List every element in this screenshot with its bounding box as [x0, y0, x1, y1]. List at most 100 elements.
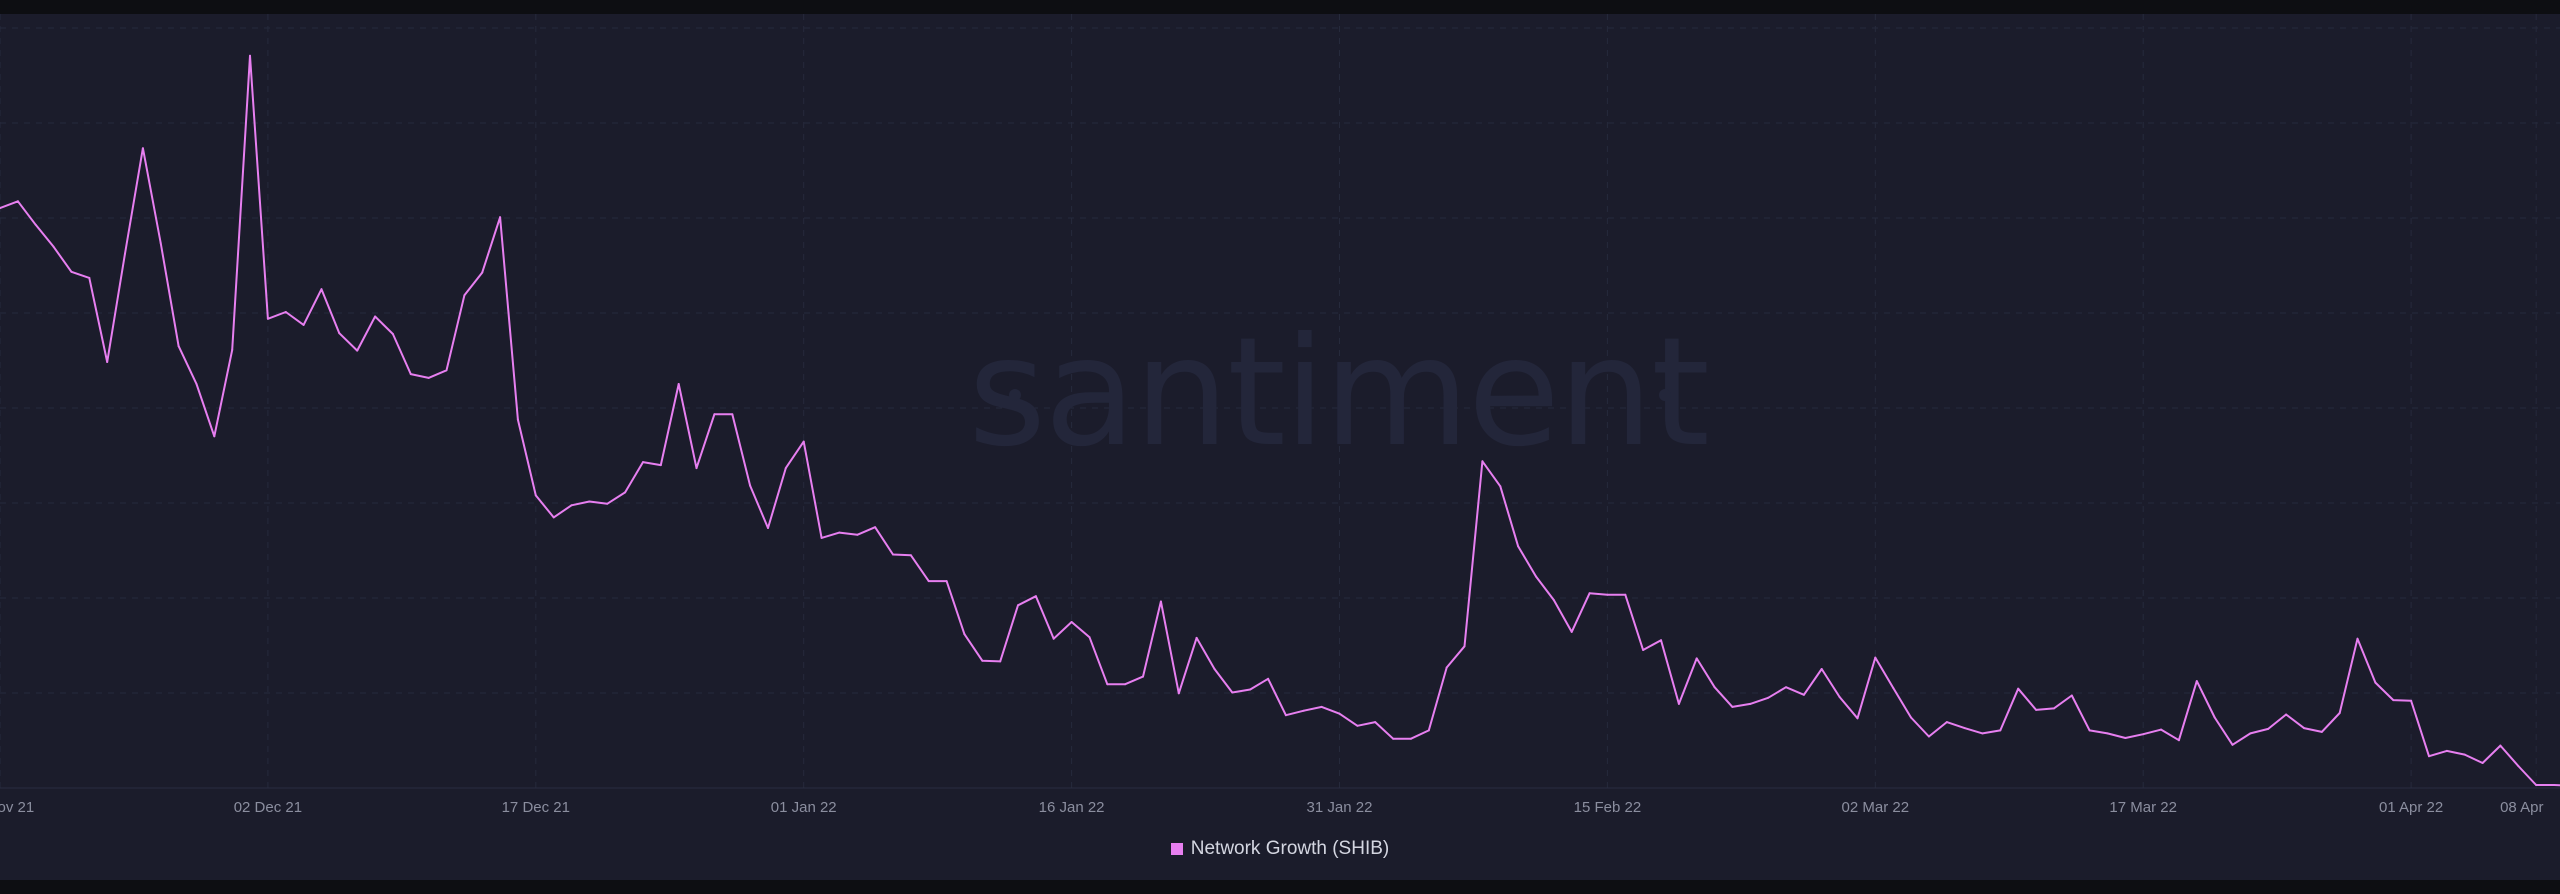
data-point — [1731, 705, 1734, 708]
data-point — [1231, 691, 1234, 694]
data-point — [70, 270, 73, 273]
watermark-dot-right — [1659, 389, 1671, 401]
data-point — [1374, 721, 1377, 724]
data-point — [1142, 675, 1144, 678]
data-point — [481, 271, 484, 274]
data-point — [1481, 460, 1484, 463]
data-point — [159, 242, 162, 244]
data-point — [945, 580, 948, 583]
data-point — [1427, 729, 1430, 732]
santiment-watermark: santiment — [968, 306, 1708, 480]
data-point — [2160, 728, 2163, 731]
data-point — [1874, 656, 1877, 659]
series-points — [0, 54, 2555, 786]
x-tick-label: 17 Nov 21 — [0, 799, 34, 816]
data-point — [642, 461, 644, 464]
data-point — [106, 361, 109, 363]
data-point — [677, 383, 680, 385]
data-point — [1927, 735, 1930, 738]
data-point — [2445, 749, 2448, 752]
data-point — [374, 315, 377, 318]
data-point — [391, 333, 394, 335]
data-point — [820, 536, 823, 539]
data-point — [2499, 744, 2502, 747]
data-point — [2088, 729, 2091, 732]
data-point — [695, 467, 698, 470]
data-point — [2195, 680, 2198, 683]
data-point — [767, 527, 769, 529]
data-point — [784, 467, 787, 470]
data-point — [2320, 730, 2323, 733]
x-tick-label: 01 Jan 22 — [771, 799, 837, 816]
data-point — [874, 526, 877, 529]
data-point — [1535, 575, 1537, 578]
data-point — [249, 54, 251, 57]
data-point — [606, 502, 609, 505]
watermark-dot-left — [1009, 389, 1021, 401]
data-point — [2249, 732, 2252, 735]
data-point — [213, 435, 216, 438]
data-point — [2428, 755, 2430, 758]
data-point — [195, 383, 198, 385]
data-point — [52, 245, 55, 248]
data-point — [1892, 686, 1895, 689]
data-point — [624, 491, 627, 494]
data-point — [2392, 699, 2395, 702]
data-point — [1963, 727, 1966, 730]
x-tick-label: 02 Mar 22 — [1842, 799, 1910, 816]
data-point — [1499, 485, 1502, 488]
data-point — [16, 200, 19, 203]
data-point — [1981, 732, 1984, 735]
data-point — [731, 413, 734, 416]
data-point — [2052, 707, 2055, 710]
data-point — [2142, 733, 2145, 736]
legend-label: Network Growth (SHIB) — [1190, 838, 1390, 859]
data-point — [1999, 729, 2002, 732]
data-point — [1249, 688, 1252, 691]
data-point — [1785, 686, 1787, 689]
data-point — [1767, 696, 1770, 699]
data-point — [266, 317, 269, 320]
data-point — [999, 660, 1002, 663]
data-point — [1159, 600, 1162, 603]
data-point — [749, 484, 752, 487]
data-point — [2410, 699, 2413, 702]
data-point — [1820, 668, 1823, 670]
data-point — [981, 659, 984, 662]
data-point — [2267, 727, 2270, 730]
data-point — [88, 276, 91, 279]
data-point — [1588, 592, 1591, 595]
data-point — [1106, 683, 1109, 686]
data-point — [1034, 595, 1037, 598]
data-point — [2481, 762, 2484, 764]
data-point — [1284, 714, 1287, 717]
data-point — [534, 494, 537, 497]
data-point — [1088, 636, 1091, 639]
data-point — [1642, 649, 1645, 651]
data-point — [2017, 687, 2020, 690]
data-point — [2213, 716, 2216, 719]
data-point — [34, 223, 37, 226]
data-point — [1356, 724, 1359, 727]
data-point — [2124, 737, 2127, 739]
x-tick-label: 17 Mar 22 — [2109, 799, 2177, 816]
data-point — [1802, 693, 1805, 696]
data-point — [2303, 727, 2305, 730]
data-point — [1695, 657, 1698, 660]
legend-swatch — [1170, 843, 1183, 855]
data-point — [0, 207, 1, 210]
x-axis-ticks: 17 Nov 21 02 Dec 21 17 Dec 21 01 Jan 22 16 J… — [0, 799, 2543, 816]
data-point — [713, 413, 716, 416]
data-point — [1517, 545, 1520, 548]
x-tick-label: 08 Apr — [2500, 799, 2543, 816]
data-point — [1945, 721, 1948, 724]
data-point — [427, 376, 430, 379]
data-point — [1017, 604, 1019, 607]
data-point — [2374, 681, 2377, 684]
data-point — [1302, 709, 1305, 712]
data-point — [2177, 739, 2180, 742]
data-point — [2463, 753, 2466, 756]
legend[interactable]: Network Growth (SHIB) — [0, 838, 2560, 860]
data-point — [552, 516, 555, 519]
data-point — [356, 349, 359, 352]
